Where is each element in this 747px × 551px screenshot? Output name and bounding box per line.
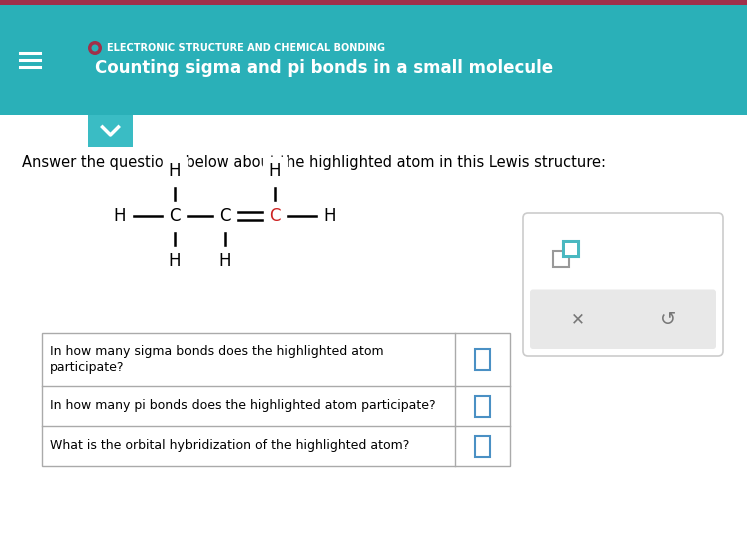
Text: In how many pi bonds does the highlighted atom participate?: In how many pi bonds does the highlighte… [50, 399, 436, 413]
Text: In how many sigma bonds does the highlighted atom
participate?: In how many sigma bonds does the highlig… [50, 345, 384, 374]
Text: H: H [114, 207, 126, 225]
Text: H: H [169, 252, 182, 270]
Text: ELECTRONIC STRUCTURE AND CHEMICAL BONDING: ELECTRONIC STRUCTURE AND CHEMICAL BONDIN… [107, 43, 385, 53]
Circle shape [91, 45, 99, 51]
Bar [475, 349, 490, 370]
Bar [563, 241, 579, 257]
Bar [42, 333, 510, 466]
Bar [553, 251, 569, 267]
Text: ↺: ↺ [660, 310, 676, 329]
Circle shape [88, 41, 102, 55]
Bar [0, 0, 747, 5]
Text: H: H [323, 207, 336, 225]
Text: Answer the questions below about the highlighted atom in this Lewis structure:: Answer the questions below about the hig… [22, 155, 606, 170]
Text: C: C [220, 207, 231, 225]
Bar [475, 396, 490, 417]
Text: ✕: ✕ [571, 310, 585, 328]
Text: H: H [219, 252, 232, 270]
Bar [0, 5, 747, 115]
FancyBboxPatch shape [530, 289, 716, 349]
Text: What is the orbital hybridization of the highlighted atom?: What is the orbital hybridization of the… [50, 440, 409, 452]
Text: Counting sigma and pi bonds in a small molecule: Counting sigma and pi bonds in a small m… [95, 59, 553, 77]
Bar [475, 435, 490, 456]
Text: H: H [269, 162, 282, 180]
Text: H: H [169, 162, 182, 180]
Bar [88, 115, 133, 147]
FancyBboxPatch shape [523, 213, 723, 356]
Bar [565, 243, 577, 255]
Text: C: C [170, 207, 181, 225]
Text: C: C [269, 207, 281, 225]
